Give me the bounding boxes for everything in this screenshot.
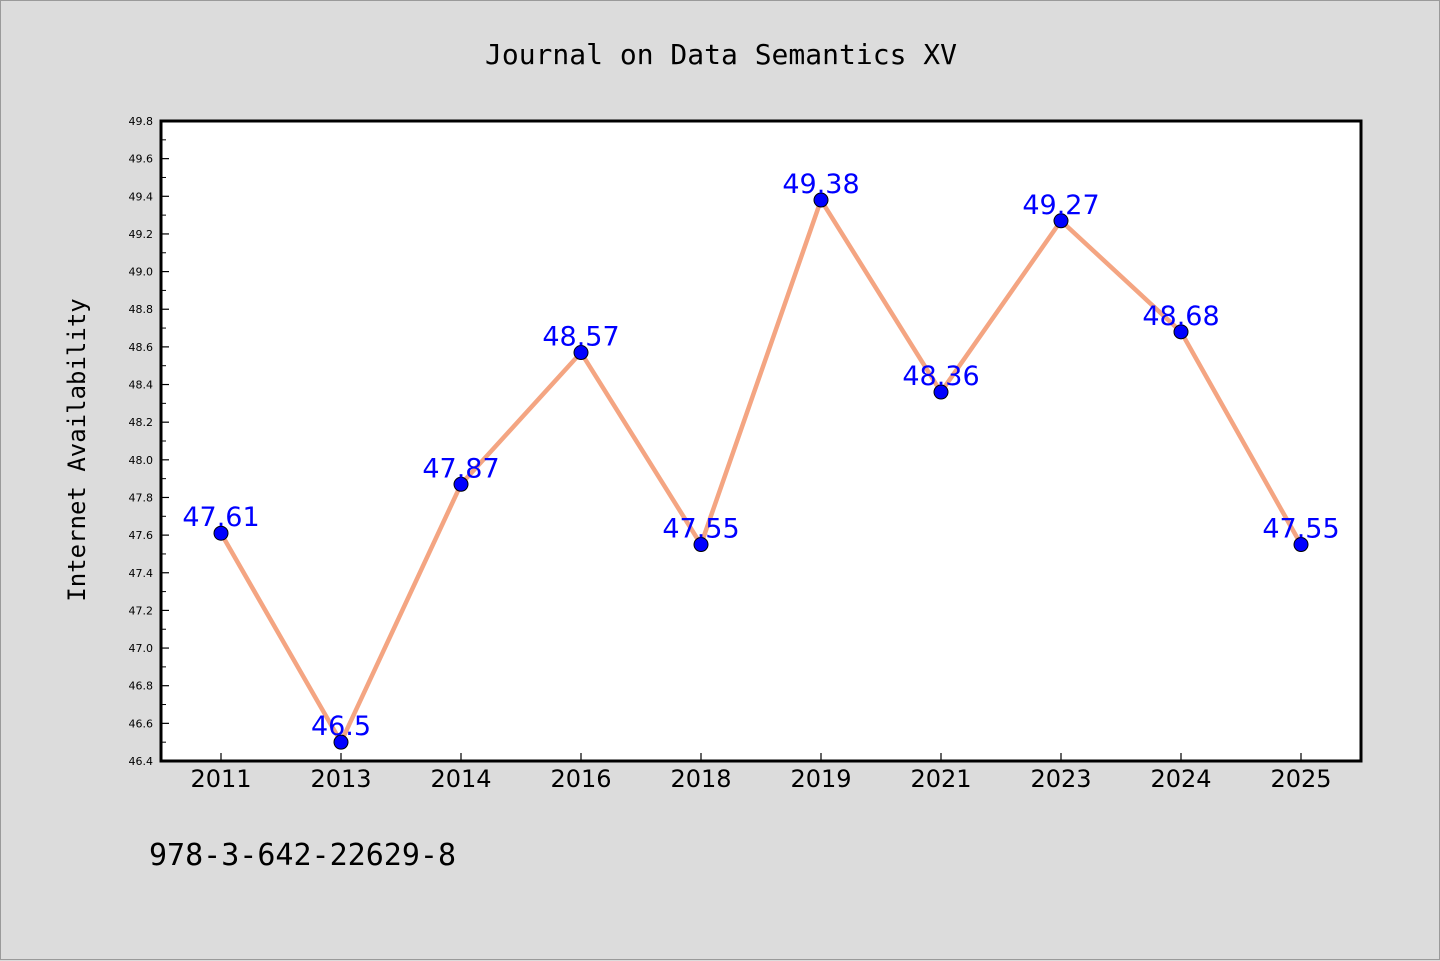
y-tick-label: 48.2 bbox=[129, 416, 154, 429]
y-tick-label: 48.8 bbox=[129, 303, 154, 316]
y-tick-label: 46.8 bbox=[129, 680, 154, 693]
y-tick-label: 47.2 bbox=[129, 604, 154, 617]
data-series: 47.61 46.5 47.87 48.57 47.55 49.38 48.36 49.27 4… bbox=[182, 169, 1340, 750]
x-tick-label: 2023 bbox=[1030, 765, 1091, 793]
data-label: 49.27 bbox=[1022, 190, 1099, 221]
isbn-caption: 978-3-642-22629-8 bbox=[149, 838, 456, 873]
y-tick-label: 49.8 bbox=[129, 115, 154, 128]
x-tick-label: 2011 bbox=[190, 765, 251, 793]
y-tick-label: 48.6 bbox=[129, 341, 154, 354]
data-point bbox=[453, 476, 469, 492]
series-line bbox=[219, 194, 1303, 748]
y-tick-label: 47.6 bbox=[129, 529, 154, 542]
data-point bbox=[213, 525, 229, 541]
x-tick-label: 2024 bbox=[1150, 765, 1211, 793]
y-tick-label: 49.0 bbox=[129, 266, 154, 279]
y-tick-label: 46.6 bbox=[129, 717, 154, 730]
plot-area bbox=[159, 119, 1363, 763]
data-point bbox=[333, 734, 349, 750]
data-label: 48.36 bbox=[902, 361, 979, 392]
data-label: 47.55 bbox=[662, 514, 739, 545]
x-tick-label: 2014 bbox=[430, 765, 491, 793]
data-point bbox=[693, 537, 709, 553]
x-axis: 2011 2013 2014 2016 2018 2019 2021 2023 2024 2025 bbox=[190, 753, 1332, 793]
data-label: 46.5 bbox=[311, 711, 371, 742]
x-tick-label: 2019 bbox=[790, 765, 851, 793]
y-tick-label: 47.8 bbox=[129, 491, 154, 504]
chart-title: Journal on Data Semantics XV bbox=[485, 38, 957, 71]
data-point bbox=[813, 192, 829, 208]
y-tick-label: 47.0 bbox=[129, 642, 154, 655]
y-axis: 46.4 46.6 46.8 47.0 47.2 47.4 47.6 47.8 48.0 48.2… bbox=[129, 115, 169, 768]
x-tick-label: 2013 bbox=[310, 765, 371, 793]
y-tick-label: 48.4 bbox=[129, 379, 154, 392]
data-label: 49.38 bbox=[782, 169, 859, 200]
x-tick-label: 2018 bbox=[670, 765, 731, 793]
data-label: 48.57 bbox=[542, 322, 619, 353]
data-label: 48.68 bbox=[1142, 301, 1219, 332]
data-point bbox=[1173, 324, 1189, 340]
x-tick-label: 2016 bbox=[550, 765, 611, 793]
data-label: 47.61 bbox=[182, 502, 259, 533]
data-point bbox=[573, 345, 589, 361]
data-point bbox=[1053, 213, 1069, 229]
x-tick-label: 2021 bbox=[910, 765, 971, 793]
y-tick-label: 46.4 bbox=[129, 755, 154, 768]
data-label: 47.87 bbox=[422, 453, 499, 484]
x-tick-label: 2025 bbox=[1270, 765, 1331, 793]
y-tick-label: 47.4 bbox=[129, 567, 154, 580]
data-point bbox=[1293, 537, 1309, 553]
data-label: 47.55 bbox=[1262, 514, 1339, 545]
y-tick-label: 48.0 bbox=[129, 454, 154, 467]
y-tick-label: 49.6 bbox=[129, 153, 154, 166]
y-axis-label: Internet Availability bbox=[63, 298, 91, 601]
y-tick-label: 49.4 bbox=[129, 190, 154, 203]
data-point bbox=[933, 384, 949, 400]
y-tick-label: 49.2 bbox=[129, 228, 154, 241]
